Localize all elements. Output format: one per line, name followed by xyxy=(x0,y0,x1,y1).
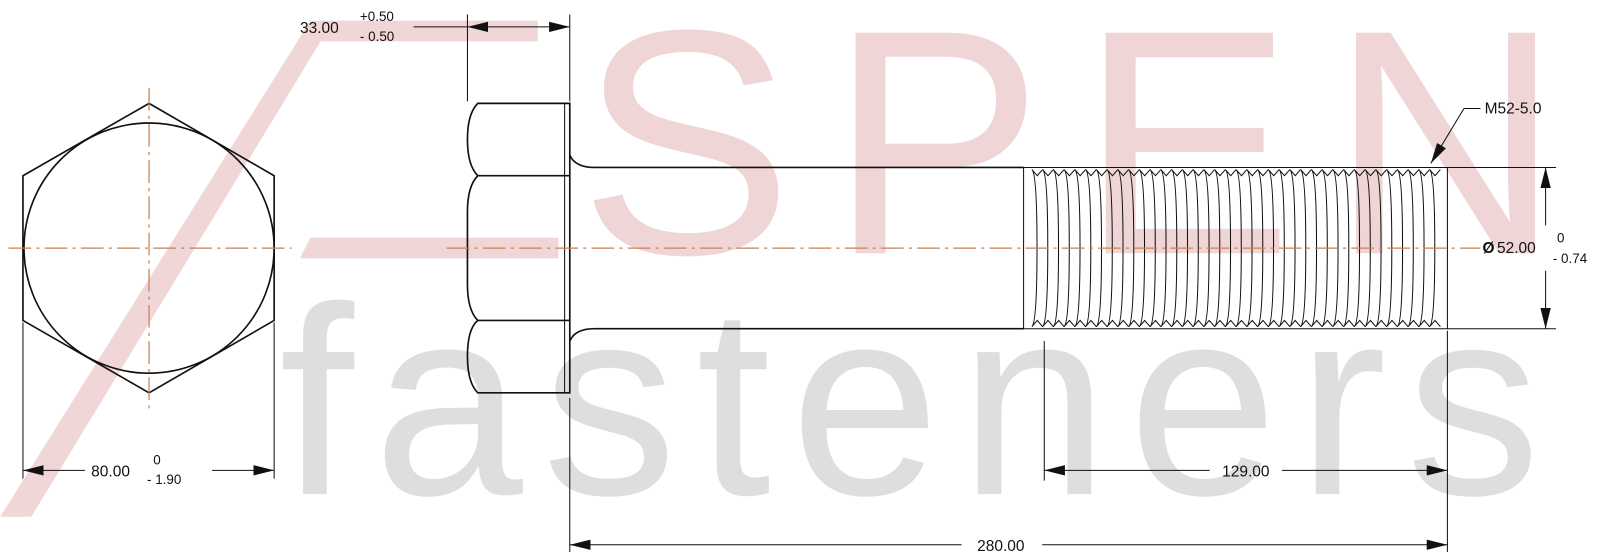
watermark-a xyxy=(0,20,559,517)
bolt-view: 33.00 +0.50 - 0.50 M52-5.0 Ø 52.00 0 - 0… xyxy=(300,9,1588,552)
hex-view: 80.00 0 - 1.90 xyxy=(8,87,292,487)
thread-label: M52-5.0 xyxy=(1485,101,1542,118)
watermark-subtitle: fasteners xyxy=(279,251,1540,551)
shank xyxy=(569,154,1024,342)
dim-value: 129.00 xyxy=(1222,463,1270,480)
dim-value: 80.00 xyxy=(91,463,130,480)
dim-lower: - 1.90 xyxy=(147,472,181,487)
dim-lower: - 0.50 xyxy=(360,29,394,44)
dim-lower: - 0.74 xyxy=(1553,251,1588,266)
leader xyxy=(1430,108,1481,164)
watermark: SPEN fasteners xyxy=(0,0,1561,551)
dim-upper: +0.50 xyxy=(360,9,394,24)
head xyxy=(466,102,571,394)
dim-upper: 0 xyxy=(153,453,160,468)
dim-value: 33.00 xyxy=(300,20,339,37)
dim-value: 52.00 xyxy=(1497,240,1536,257)
diameter-symbol: Ø xyxy=(1483,240,1495,257)
head-flat xyxy=(477,174,570,322)
dim-value: 280.00 xyxy=(977,538,1025,552)
dim-upper: 0 xyxy=(1557,230,1564,245)
